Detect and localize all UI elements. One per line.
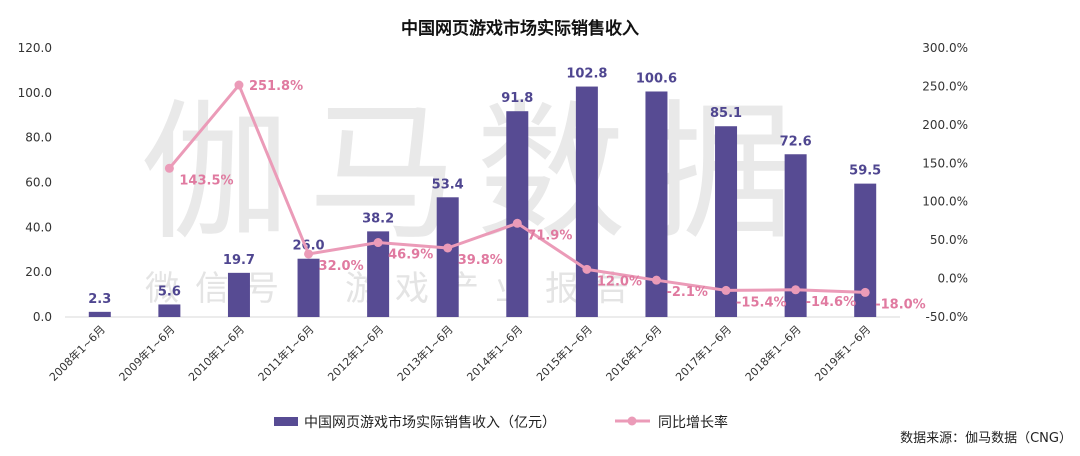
bar-value-label: 91.8 [501, 91, 533, 106]
left-tick-label: 40.0 [25, 220, 52, 234]
x-tick-label: 2009年1~6月 [116, 322, 178, 384]
bar [784, 154, 807, 317]
rate-value-label: 71.9% [527, 228, 572, 243]
rate-point [164, 163, 174, 173]
rate-point [860, 287, 870, 297]
right-tick-label: -50.0% [926, 310, 968, 324]
bar-value-label: 26.0 [293, 239, 325, 254]
x-tick-label: 2019年1~6月 [812, 322, 874, 384]
rate-point [443, 243, 453, 253]
bar [575, 86, 598, 317]
bar-series [88, 86, 877, 318]
bar [158, 304, 181, 317]
source-note: 数据来源：伽马数据（CNG） [900, 431, 1072, 446]
bar [854, 183, 877, 317]
bar-value-label: 53.4 [432, 177, 464, 192]
right-tick-label: 50.0% [930, 233, 968, 247]
bar [715, 126, 738, 318]
rate-point [234, 80, 244, 90]
rate-point [651, 275, 661, 285]
bar [227, 272, 250, 317]
x-tick-label: 2008年1~6月 [46, 322, 108, 384]
left-tick-label: 20.0 [25, 265, 52, 279]
bar-value-label: 5.6 [158, 284, 181, 299]
rate-value-label: 251.8% [249, 79, 303, 94]
rate-value-label: 39.8% [458, 253, 503, 268]
bar-value-label: 2.3 [88, 292, 111, 307]
bar [645, 91, 668, 317]
x-tick-label: 2014年1~6月 [464, 322, 526, 384]
rate-point [373, 238, 383, 248]
legend: 中国网页游戏市场实际销售收入（亿元） 同比增长率 [274, 414, 728, 431]
right-tick-label: 100.0% [922, 195, 968, 209]
right-tick-label: 300.0% [922, 41, 968, 55]
legend-line-label: 同比增长率 [658, 414, 728, 431]
bar-value-label: 102.8 [566, 67, 607, 82]
rate-point [582, 264, 592, 274]
rate-series [164, 80, 870, 297]
rate-point [721, 285, 731, 295]
right-tick-label: 150.0% [922, 156, 968, 170]
rate-point [304, 249, 314, 259]
chart-title: 中国网页游戏市场实际销售收入 [401, 18, 639, 39]
left-tick-label: 60.0 [25, 176, 52, 190]
x-tick-label: 2015年1~6月 [533, 322, 595, 384]
watermark-sub: 微信号：游戏产业报告 [145, 269, 645, 309]
bar-value-label: 38.2 [362, 211, 394, 226]
left-axis: 0.0 20.0 40.0 60.0 80.0 100.0 120.0 [18, 41, 52, 324]
rate-labels: 143.5% 251.8% 32.0% 46.9% 39.8% 71.9% 12.0% -2.… [179, 79, 925, 312]
bar-value-label: 19.7 [223, 253, 255, 268]
rate-value-label: 32.0% [319, 259, 364, 274]
rate-value-label: -2.1% [666, 285, 707, 300]
right-tick-label: 250.0% [922, 79, 968, 93]
rate-point [791, 285, 801, 295]
rate-value-label: -14.6% [806, 295, 857, 310]
watermark-main: 伽马数据 [140, 87, 812, 261]
left-tick-label: 120.0 [18, 41, 52, 55]
x-tick-label: 2013年1~6月 [394, 322, 456, 384]
rate-value-label: -18.0% [875, 297, 926, 312]
bar-value-label: 85.1 [710, 106, 742, 121]
x-tick-label: 2017年1~6月 [672, 322, 734, 384]
x-axis-ticks: 2008年1~6月 2009年1~6月 2010年1~6月 2011年1~6月 2012… [46, 322, 873, 384]
bar-labels: 2.3 5.6 19.7 26.0 38.2 53.4 91.8 102.8 100.6 85.1… [88, 67, 881, 307]
right-axis: -50.0% 0.0% 50.0% 100.0% 150.0% 200.0% 250.0% 3… [922, 41, 968, 324]
bar-value-label: 100.6 [636, 71, 677, 86]
bar [88, 311, 111, 317]
x-tick-label: 2018年1~6月 [742, 322, 804, 384]
right-tick-label: 200.0% [922, 118, 968, 132]
bar-value-label: 59.5 [849, 164, 881, 179]
rate-value-label: 12.0% [597, 274, 642, 289]
left-tick-label: 0.0 [33, 310, 52, 324]
x-tick-label: 2012年1~6月 [325, 322, 387, 384]
bar [297, 258, 320, 317]
bar [436, 197, 459, 317]
bar [506, 111, 529, 317]
x-tick-label: 2010年1~6月 [185, 322, 247, 384]
bar-value-label: 72.6 [780, 134, 812, 149]
rate-value-label: -15.4% [736, 295, 787, 310]
legend-bar-swatch [274, 417, 298, 426]
right-tick-label: 0.0% [938, 272, 969, 286]
left-tick-label: 100.0 [18, 86, 52, 100]
legend-bar-label: 中国网页游戏市场实际销售收入（亿元） [304, 414, 556, 431]
x-tick-label: 2016年1~6月 [603, 322, 665, 384]
rate-value-label: 143.5% [179, 173, 233, 188]
rate-value-label: 46.9% [388, 248, 433, 263]
left-tick-label: 80.0 [25, 131, 52, 145]
bar [367, 231, 390, 317]
x-tick-label: 2011年1~6月 [255, 322, 317, 384]
legend-line-marker [627, 416, 637, 426]
rate-point [512, 218, 522, 228]
